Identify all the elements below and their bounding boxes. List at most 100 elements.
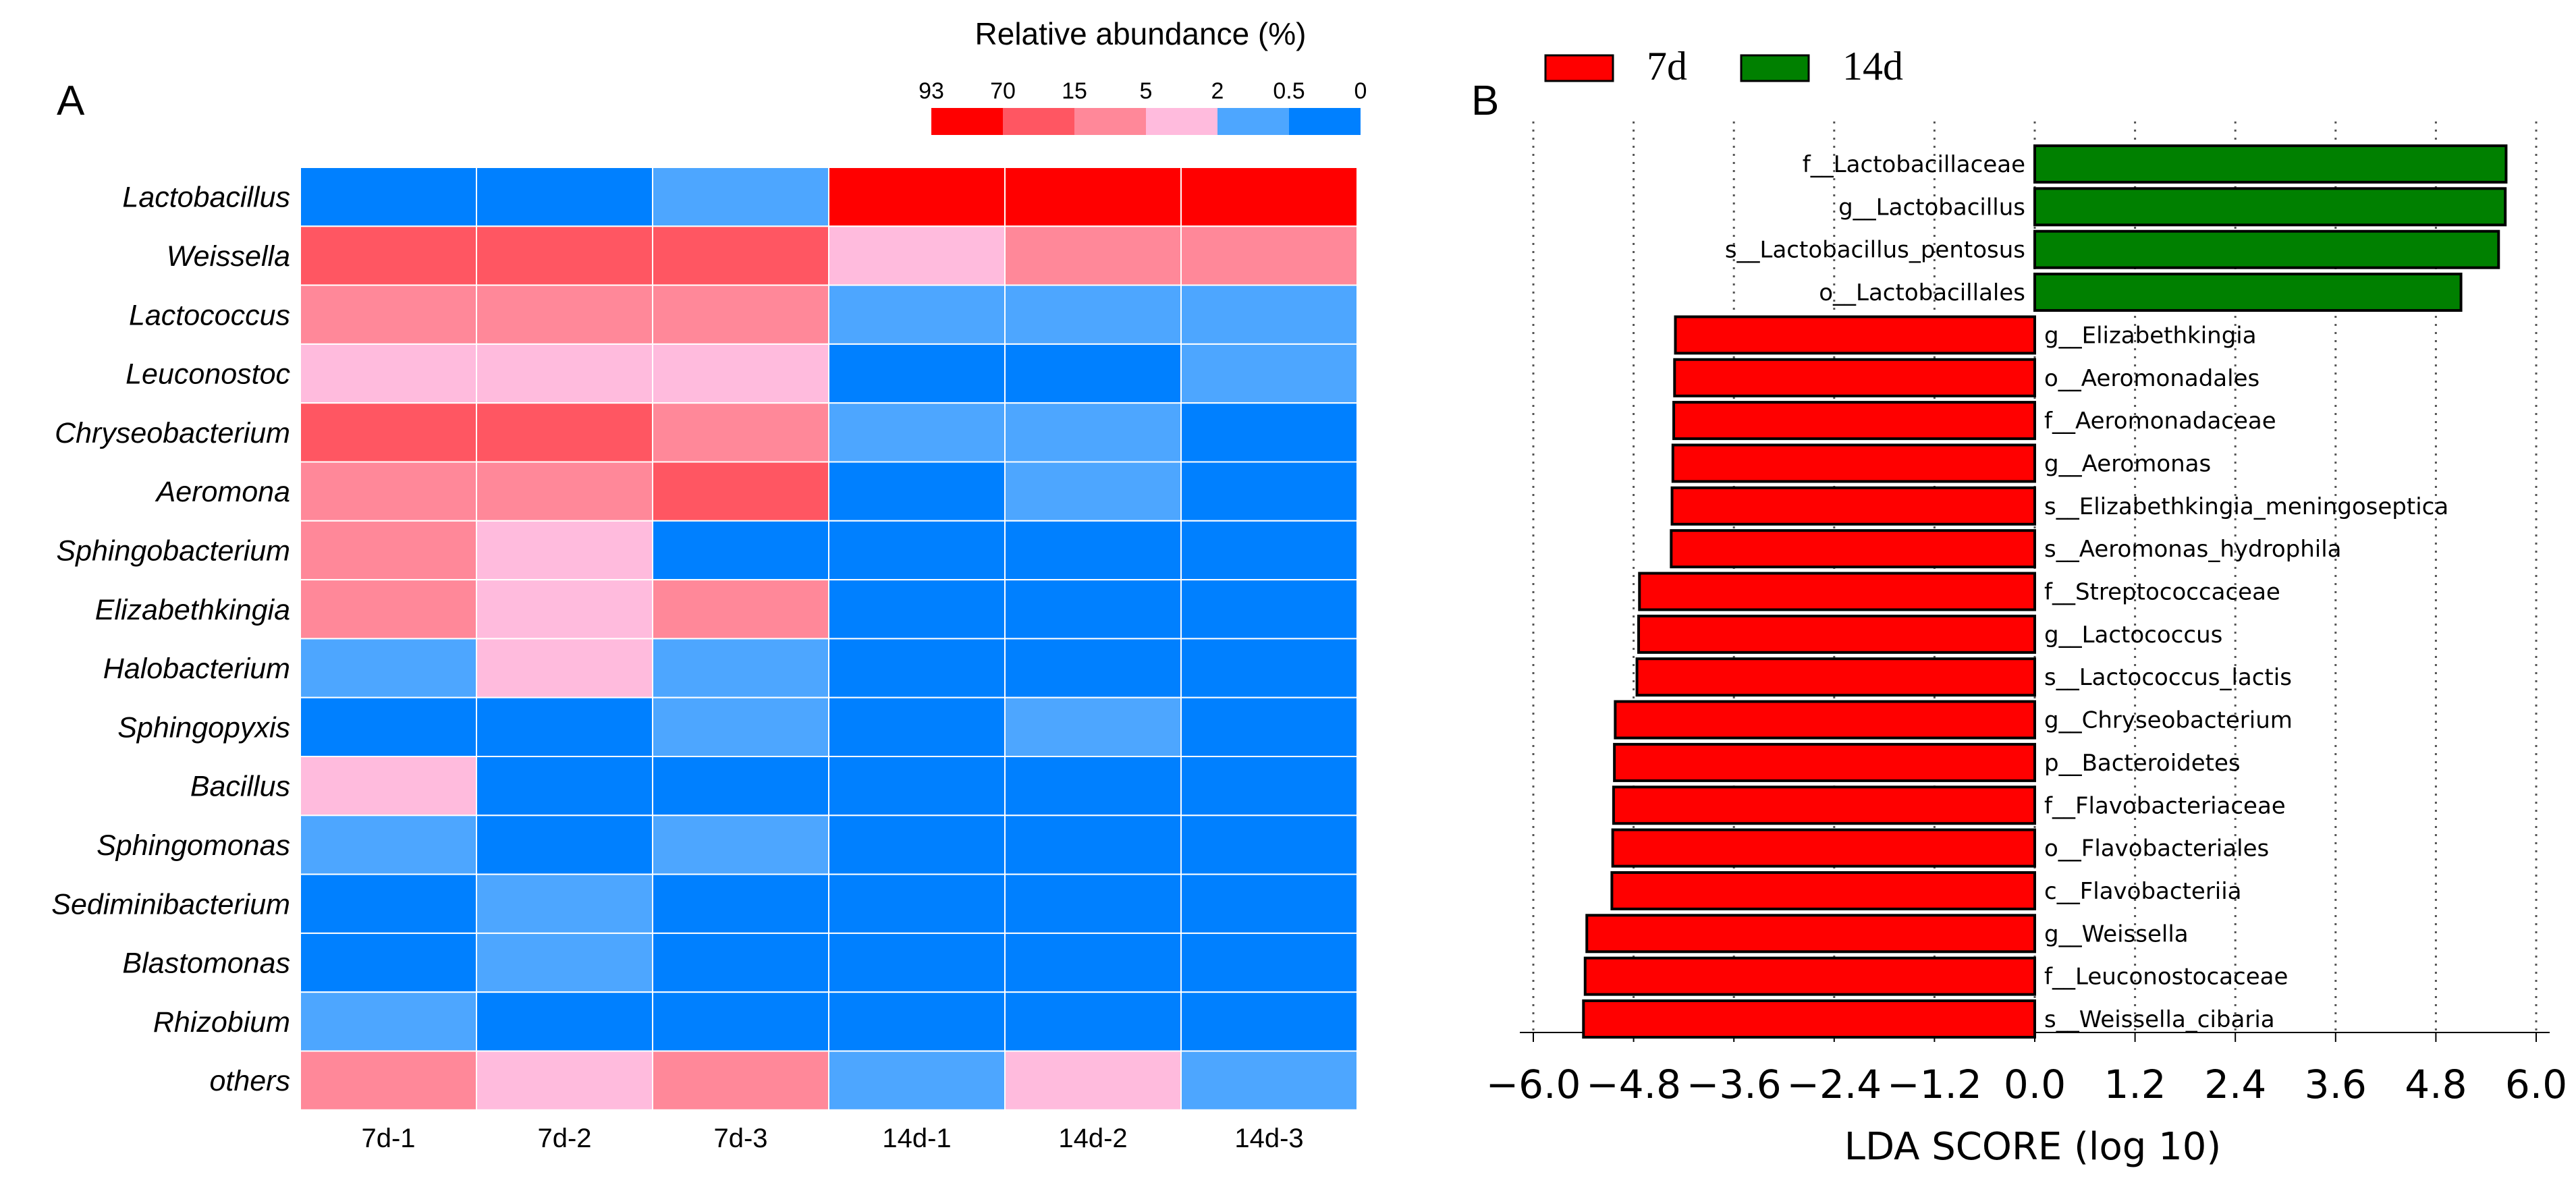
- legend-swatch-7d: [1544, 54, 1614, 82]
- heatmap-row-label-bacillus: Bacillus: [190, 771, 290, 803]
- lda-bar-f-flavobacteriaceae: [1612, 786, 2036, 825]
- heatmap-row-label-chryseobacterium: Chryseobacterium: [55, 417, 290, 449]
- heatmap-cell-lactobacillus-14d-3: [1180, 167, 1358, 227]
- heatmap: Lactobacillus Weissella Lactococcus Leucono…: [51, 167, 1358, 1153]
- heatmap-col-label-7d-3: 7d-3: [713, 1124, 767, 1153]
- heatmap-cell-lactococcus-7d-2: [476, 284, 653, 345]
- heatmap-cell-elizabethkingia-7d-1: [300, 579, 477, 640]
- panel-b-letter: B: [1471, 78, 1499, 124]
- lda-bar-label-g-lactobacillus: g__Lactobacillus: [1838, 194, 2025, 221]
- heatmap-row-label-weissella: Weissella: [167, 240, 290, 273]
- heatmap-cell-leuconostoc-7d-2: [476, 343, 653, 404]
- lda-x-tick-label-10: 6.0: [2505, 1062, 2567, 1107]
- heatmap-cell-blastomonas-7d-3: [652, 932, 829, 993]
- heatmap-cell-weissella-7d-2: [476, 225, 653, 286]
- heatmap-row-label-elizabethkingia: Elizabethkingia: [95, 594, 290, 626]
- heatmap-cell-sphingomonas-14d-3: [1180, 815, 1358, 875]
- heatmap-cell-others-7d-1: [300, 1050, 477, 1111]
- lda-bar-f-streptococcaceae: [1638, 572, 2036, 611]
- heatmap-cell-lactococcus-14d-1: [828, 284, 1006, 345]
- lda-bar-g-lactobacillus: [2033, 187, 2507, 227]
- colorbar-segment-3: [1074, 108, 1146, 135]
- heatmap-cell-aeromona-14d-1: [828, 461, 1006, 522]
- heatmap-cell-weissella-14d-2: [1004, 225, 1182, 286]
- lda-bar-label-o-lactobacillales: o__Lactobacillales: [1819, 279, 2025, 306]
- lda-bar-s-elizabethkingia-meningoseptica: [1670, 486, 2036, 526]
- heatmap-cell-chryseobacterium-7d-3: [652, 402, 829, 463]
- heatmap-cell-blastomonas-14d-2: [1004, 932, 1182, 993]
- lda-bar-label-s-lactococcus-lactis: s__Lactococcus_lactis: [2044, 664, 2292, 691]
- colorbar-tick-2: 2: [1211, 78, 1224, 104]
- heatmap-cell-chryseobacterium-14d-3: [1180, 402, 1358, 463]
- lda-bar-label-s-weissella-cibaria: s__Weissella_cibaria: [2044, 1006, 2275, 1033]
- heatmap-cell-others-14d-2: [1004, 1050, 1182, 1111]
- heatmap-cell-others-14d-1: [828, 1050, 1006, 1111]
- heatmap-cell-halobacterium-7d-1: [300, 638, 477, 698]
- lda-x-tick-label-6: 1.2: [2104, 1062, 2166, 1107]
- lda-bar-s-weissella-cibaria: [1582, 999, 2037, 1039]
- lda-x-tick-label-4: −1.2: [1887, 1062, 1982, 1107]
- heatmap-cell-chryseobacterium-7d-1: [300, 402, 477, 463]
- lda-bar-o-lactobacillales: [2033, 273, 2463, 312]
- lda-bar-c-flavobacteriia: [1610, 871, 2036, 910]
- heatmap-cell-weissella-7d-1: [300, 225, 477, 286]
- heatmap-cell-aeromona-14d-3: [1180, 461, 1358, 522]
- heatmap-cell-bacillus-14d-3: [1180, 756, 1358, 817]
- lda-bar-label-f-flavobacteriaceae: f__Flavobacteriaceae: [2044, 792, 2286, 819]
- heatmap-cell-blastomonas-14d-1: [828, 932, 1006, 993]
- lda-bar-s-lactococcus-lactis: [1635, 657, 2036, 697]
- lda-bar-f-leuconostocaceae: [1583, 956, 2036, 996]
- lda-bar-p-bacteroidetes: [1613, 742, 2037, 782]
- colorbar-title: Relative abundance (%): [975, 16, 1307, 51]
- heatmap-cell-halobacterium-7d-2: [476, 638, 653, 698]
- heatmap-cell-sphingobacterium-7d-2: [476, 520, 653, 581]
- heatmap-cell-blastomonas-14d-3: [1180, 932, 1358, 993]
- lda-bar-o-flavobacteriales: [1611, 828, 2036, 868]
- lda-x-tick-label-2: −3.6: [1687, 1062, 1782, 1107]
- heatmap-cell-halobacterium-14d-3: [1180, 638, 1358, 698]
- heatmap-row-label-sphingomonas: Sphingomonas: [97, 829, 290, 862]
- heatmap-row-label-sphingopyxis: Sphingopyxis: [117, 711, 290, 744]
- heatmap-row-label-sediminibacterium: Sediminibacterium: [51, 888, 290, 920]
- lda-bar-label-s-aeromonas-hydrophila: s__Aeromonas_hydrophila: [2044, 536, 2342, 563]
- heatmap-cell-leuconostoc-14d-2: [1004, 343, 1182, 404]
- lda-bar-label-g-chryseobacterium: g__Chryseobacterium: [2044, 707, 2293, 734]
- heatmap-cell-bacillus-14d-1: [828, 756, 1006, 817]
- colorbar-segment-2: [1003, 108, 1074, 135]
- heatmap-cell-rhizobium-7d-3: [652, 991, 829, 1052]
- lda-bar-g-chryseobacterium: [1614, 700, 2036, 740]
- heatmap-cell-blastomonas-7d-2: [476, 932, 653, 993]
- heatmap-cell-sediminibacterium-14d-2: [1004, 873, 1182, 934]
- lda-x-tick-label-9: 4.8: [2405, 1062, 2467, 1107]
- heatmap-cell-sphingopyxis-14d-3: [1180, 696, 1358, 757]
- heatmap-cell-others-7d-2: [476, 1050, 653, 1111]
- lda-chart: −6.0 −4.8 −3.6 −2.4 −1.2 0.0 1.2 2.4 3.6 4.8 6.0 LD…: [1486, 121, 2567, 1169]
- heatmap-cell-sphingomonas-14d-2: [1004, 815, 1182, 875]
- heatmap-cell-sediminibacterium-14d-1: [828, 873, 1006, 934]
- lda-bar-label-g-elizabethkingia: g__Elizabethkingia: [2044, 322, 2257, 349]
- lda-bar-label-g-lactococcus: g__Lactococcus: [2044, 622, 2222, 649]
- lda-bar-label-f-aeromonadaceae: f__Aeromonadaceae: [2044, 408, 2276, 435]
- lda-bar-s-lactobacillus-pentosus: [2033, 229, 2500, 269]
- heatmap-cell-chryseobacterium-14d-1: [828, 402, 1006, 463]
- heatmap-cell-aeromona-7d-1: [300, 461, 477, 522]
- heatmap-cell-sphingobacterium-14d-2: [1004, 520, 1182, 581]
- heatmap-cell-sphingobacterium-14d-1: [828, 520, 1006, 581]
- lda-bar-g-aeromonas: [1671, 443, 2037, 483]
- colorbar-segment-6: [1289, 108, 1361, 135]
- heatmap-row-label-others: others: [209, 1065, 290, 1097]
- lda-bar-f-aeromonadaceae: [1672, 401, 2037, 441]
- heatmap-cell-lactobacillus-7d-1: [300, 167, 477, 227]
- heatmap-cell-rhizobium-7d-2: [476, 991, 653, 1052]
- colorbar-tick-0-5: 0.5: [1273, 78, 1305, 104]
- heatmap-cell-weissella-14d-1: [828, 225, 1006, 286]
- heatmap-cell-lactococcus-14d-3: [1180, 284, 1358, 345]
- heatmap-cell-aeromona-14d-2: [1004, 461, 1182, 522]
- heatmap-cell-rhizobium-14d-3: [1180, 991, 1358, 1052]
- heatmap-row-label-lactococcus: Lactococcus: [129, 299, 290, 331]
- lda-bar-label-c-flavobacteriia: c__Flavobacteriia: [2044, 878, 2242, 905]
- heatmap-cell-lactobacillus-7d-2: [476, 167, 653, 227]
- lda-bar-f-lactobacillaceae: [2033, 144, 2508, 184]
- heatmap-cell-halobacterium-14d-1: [828, 638, 1006, 698]
